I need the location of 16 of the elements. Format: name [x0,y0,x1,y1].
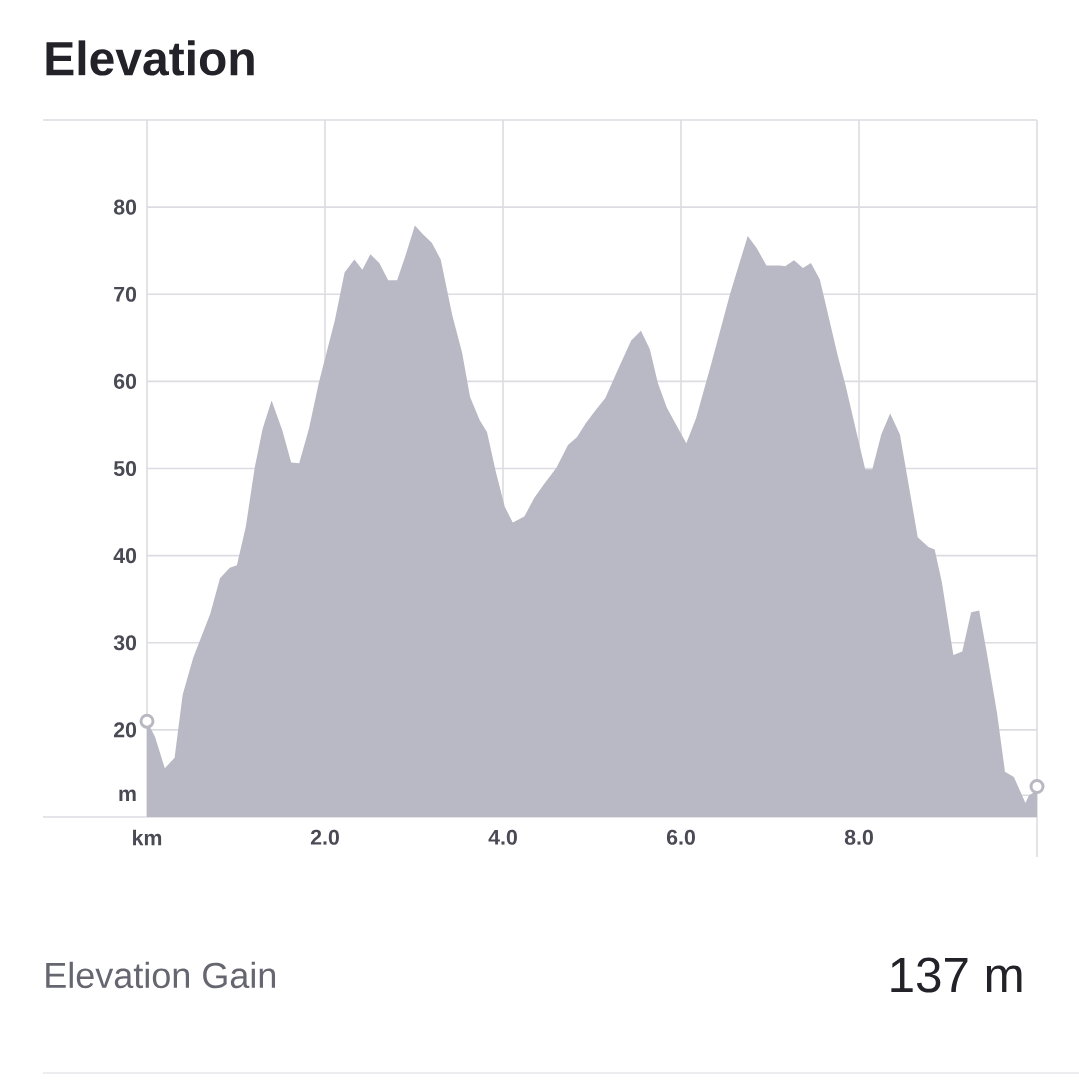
chart-title: Elevation [46,40,254,76]
y-tick-label: 60 [114,373,137,389]
y-tick-label: 80 [113,199,137,215]
x-tick-label: 2.0 [310,829,339,845]
y-tick-label: 40 [113,548,137,564]
y-tick-label: 20 [113,722,137,738]
y-tick-label: 30 [113,635,137,651]
text: 137 m [891,957,1022,993]
x-tick-label: 4.0 [488,829,517,845]
y-tick-label: 70 [114,286,137,302]
text: Elevation Gain [46,961,276,989]
y-tick-label: m [119,789,136,801]
x-tick-label: 6.0 [666,829,695,845]
x-tick-label: km [133,829,162,846]
x-tick-label: 8.0 [844,829,873,845]
y-tick-label: 50 [113,460,137,477]
